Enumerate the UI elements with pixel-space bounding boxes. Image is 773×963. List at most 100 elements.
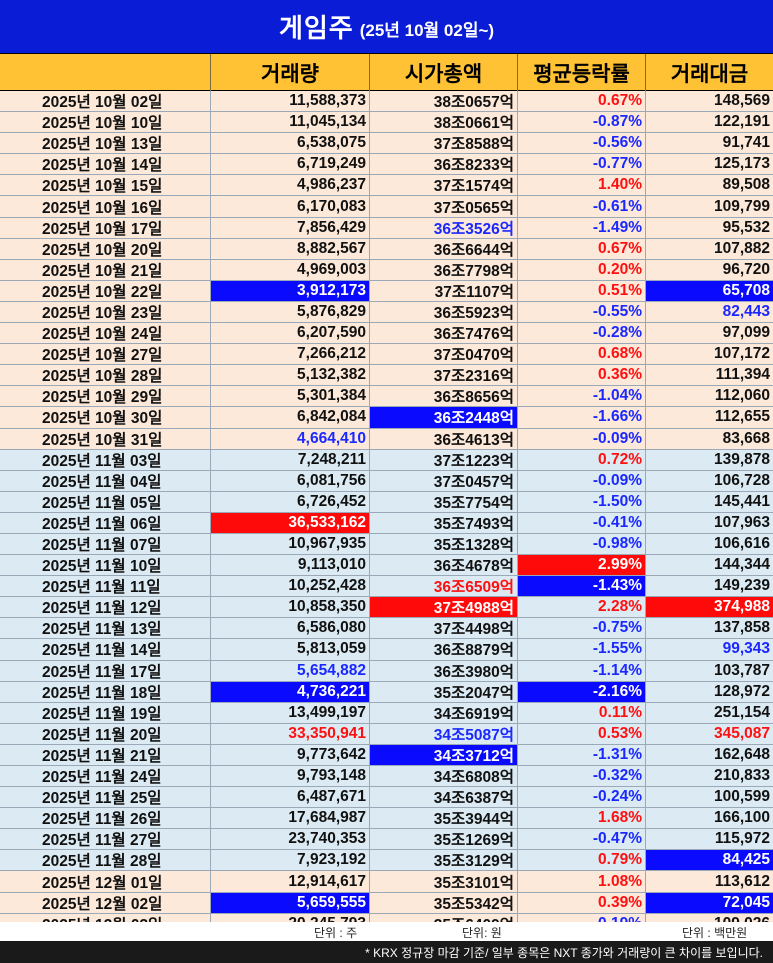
cell-date: 2025년 10월 23일 bbox=[0, 301, 211, 323]
cell-volume: 6,842,084 bbox=[211, 407, 370, 428]
cell-volume: 4,664,410 bbox=[211, 428, 370, 449]
cell-date: 2025년 10월 22일 bbox=[0, 280, 211, 301]
title-bar: 게임주 (25년 10월 02일~) bbox=[0, 0, 773, 54]
cell-market-cap: 34조6387억 bbox=[370, 787, 518, 808]
cell-volume: 9,773,642 bbox=[211, 744, 370, 765]
cell-date: 2025년 11월 19일 bbox=[0, 702, 211, 723]
cell-trading-value: 65,708 bbox=[646, 280, 773, 301]
table-row: 2025년 10월 13일 6,538,075 37조8588억 -0.56% 91,7… bbox=[0, 133, 773, 155]
header-avg-change: 평균등락률 bbox=[518, 54, 646, 91]
cell-date: 2025년 12월 01일 bbox=[0, 871, 211, 892]
cell-market-cap: 35조1269억 bbox=[370, 829, 518, 850]
cell-market-cap: 37조1223억 bbox=[370, 449, 518, 470]
cell-market-cap: 36조4678억 bbox=[370, 555, 518, 576]
cell-avg-change: -1.49% bbox=[518, 217, 646, 238]
cell-avg-change: -1.66% bbox=[518, 407, 646, 428]
cell-trading-value: 345,087 bbox=[713, 724, 770, 742]
cell-date: 2025년 11월 17일 bbox=[0, 660, 211, 681]
cell-avg-change: -1.50% bbox=[518, 491, 646, 512]
cell-avg-change: 1.08% bbox=[518, 871, 646, 892]
table-row: 2025년 10월 02일 11,588,373 38조0657억 0.67% 148,… bbox=[0, 91, 773, 113]
cell-date: 2025년 11월 11일 bbox=[0, 576, 211, 597]
cell-trading-value: 106,728 bbox=[713, 471, 770, 489]
cell-market-cap: 36조7798억 bbox=[370, 259, 518, 280]
cell-trading-value: 128,972 bbox=[713, 682, 770, 700]
cell-trading-value: 84,425 bbox=[646, 850, 773, 871]
cell-volume: 10,858,350 bbox=[211, 597, 370, 618]
cell-market-cap: 37조4988억 bbox=[370, 597, 518, 618]
cell-trading-value: 139,878 bbox=[713, 450, 770, 468]
cell-trading-value: 106,616 bbox=[713, 535, 770, 553]
table-row: 2025년 10월 21일 4,969,003 36조7798억 0.20% 96,72… bbox=[0, 259, 773, 281]
cell-trading-value: 115,972 bbox=[714, 830, 770, 848]
cell-date: 2025년 11월 06일 bbox=[0, 512, 211, 533]
cell-volume: 5,654,882 bbox=[211, 660, 370, 681]
cell-avg-change: 0.72% bbox=[518, 449, 646, 470]
table-body: 2025년 10월 02일 11,588,373 38조0657억 0.67% 148,… bbox=[0, 91, 773, 956]
cell-market-cap: 37조2316억 bbox=[370, 365, 518, 386]
cell-market-cap: 35조7493억 bbox=[370, 512, 518, 533]
cell-trading-value: 99,343 bbox=[722, 640, 770, 658]
cell-volume: 9,113,010 bbox=[211, 555, 370, 576]
table-row: 2025년 11월 26일 17,684,987 35조3944억 1.68% 166,… bbox=[0, 808, 773, 830]
cell-date: 2025년 11월 05일 bbox=[0, 491, 211, 512]
cell-trading-value: 144,344 bbox=[713, 556, 770, 574]
cell-market-cap: 36조6644억 bbox=[370, 238, 518, 259]
cell-date: 2025년 10월 24일 bbox=[0, 323, 211, 344]
table-row: 2025년 11월 11일 10,252,428 36조6509억 -1.43% 149… bbox=[0, 576, 773, 598]
cell-date: 2025년 11월 10일 bbox=[0, 555, 211, 576]
cell-trading-value: 122,191 bbox=[713, 113, 770, 131]
cell-trading-value: 107,963 bbox=[713, 513, 770, 531]
footnote: * KRX 정규장 마감 기준/ 일부 종목은 NXT 종가와 거래량이 큰 차… bbox=[0, 941, 773, 963]
cell-date: 2025년 10월 30일 bbox=[0, 407, 211, 428]
table-row: 2025년 11월 03일 7,248,211 37조1223억 0.72% 139,8… bbox=[0, 449, 773, 471]
cell-avg-change: -0.47% bbox=[518, 829, 646, 850]
cell-market-cap: 35조7754억 bbox=[370, 491, 518, 512]
table-row: 2025년 10월 28일 5,132,382 37조2316억 0.36% 111,3… bbox=[0, 365, 773, 387]
cell-date: 2025년 11월 26일 bbox=[0, 808, 211, 829]
cell-volume: 5,659,555 bbox=[211, 892, 370, 913]
table-row: 2025년 11월 28일 7,923,192 35조3129억 0.79% 84,42… bbox=[0, 850, 773, 872]
cell-market-cap: 37조0470억 bbox=[370, 344, 518, 365]
cell-date: 2025년 10월 27일 bbox=[0, 344, 211, 365]
cell-volume: 13,499,197 bbox=[211, 702, 370, 723]
cell-volume: 6,726,452 bbox=[211, 491, 370, 512]
cell-avg-change: -0.56% bbox=[518, 133, 646, 154]
cell-avg-change: 0.67% bbox=[518, 91, 646, 112]
cell-market-cap: 36조8656억 bbox=[370, 386, 518, 407]
table-row: 2025년 11월 05일 6,726,452 35조7754억 -1.50% 145,… bbox=[0, 491, 773, 513]
cell-volume: 12,914,617 bbox=[211, 871, 370, 892]
cell-avg-change: 0.79% bbox=[518, 850, 646, 871]
cell-trading-value: 251,154 bbox=[713, 703, 770, 721]
cell-market-cap: 35조2047억 bbox=[370, 681, 518, 702]
cell-trading-value: 72,045 bbox=[646, 892, 773, 913]
table-row: 2025년 12월 02일 5,659,555 35조5342억 0.39% 72,04… bbox=[0, 892, 773, 914]
cell-date: 2025년 11월 03일 bbox=[0, 449, 211, 470]
cell-date: 2025년 11월 13일 bbox=[0, 618, 211, 639]
cell-trading-value: 91,741 bbox=[722, 134, 770, 152]
cell-volume: 7,248,211 bbox=[211, 449, 370, 470]
table-row: 2025년 10월 29일 5,301,384 36조8656억 -1.04% 112,… bbox=[0, 386, 773, 408]
unit-trading-value: 단위 : 백만원 bbox=[682, 926, 748, 940]
table-row: 2025년 11월 04일 6,081,756 37조0457억 -0.09% 106,… bbox=[0, 470, 773, 492]
cell-trading-value: 145,441 bbox=[713, 492, 770, 510]
cell-date: 2025년 10월 15일 bbox=[0, 175, 211, 196]
cell-date: 2025년 11월 20일 bbox=[0, 723, 211, 744]
cell-market-cap: 36조5923억 bbox=[370, 301, 518, 323]
cell-volume: 7,266,212 bbox=[211, 344, 370, 365]
cell-date: 2025년 11월 21일 bbox=[0, 744, 211, 765]
cell-avg-change: -0.41% bbox=[518, 512, 646, 533]
cell-volume: 11,045,134 bbox=[211, 112, 370, 133]
cell-volume: 4,969,003 bbox=[211, 259, 370, 280]
table-row: 2025년 11월 20일 33,350,941 34조5087억 0.53% 345,… bbox=[0, 723, 773, 745]
table-row: 2025년 10월 30일 6,842,084 36조2448억 -1.66% 112,… bbox=[0, 407, 773, 429]
cell-trading-value: 162,648 bbox=[713, 745, 770, 763]
cell-date: 2025년 10월 21일 bbox=[0, 259, 211, 280]
cell-avg-change: 1.40% bbox=[518, 175, 646, 196]
cell-avg-change: 0.53% bbox=[518, 723, 646, 744]
page-title: 게임주 bbox=[278, 13, 354, 43]
cell-date: 2025년 11월 25일 bbox=[0, 787, 211, 808]
cell-trading-value: 107,882 bbox=[713, 239, 770, 257]
cell-trading-value: 95,532 bbox=[722, 218, 770, 236]
cell-volume: 7,856,429 bbox=[211, 217, 370, 238]
